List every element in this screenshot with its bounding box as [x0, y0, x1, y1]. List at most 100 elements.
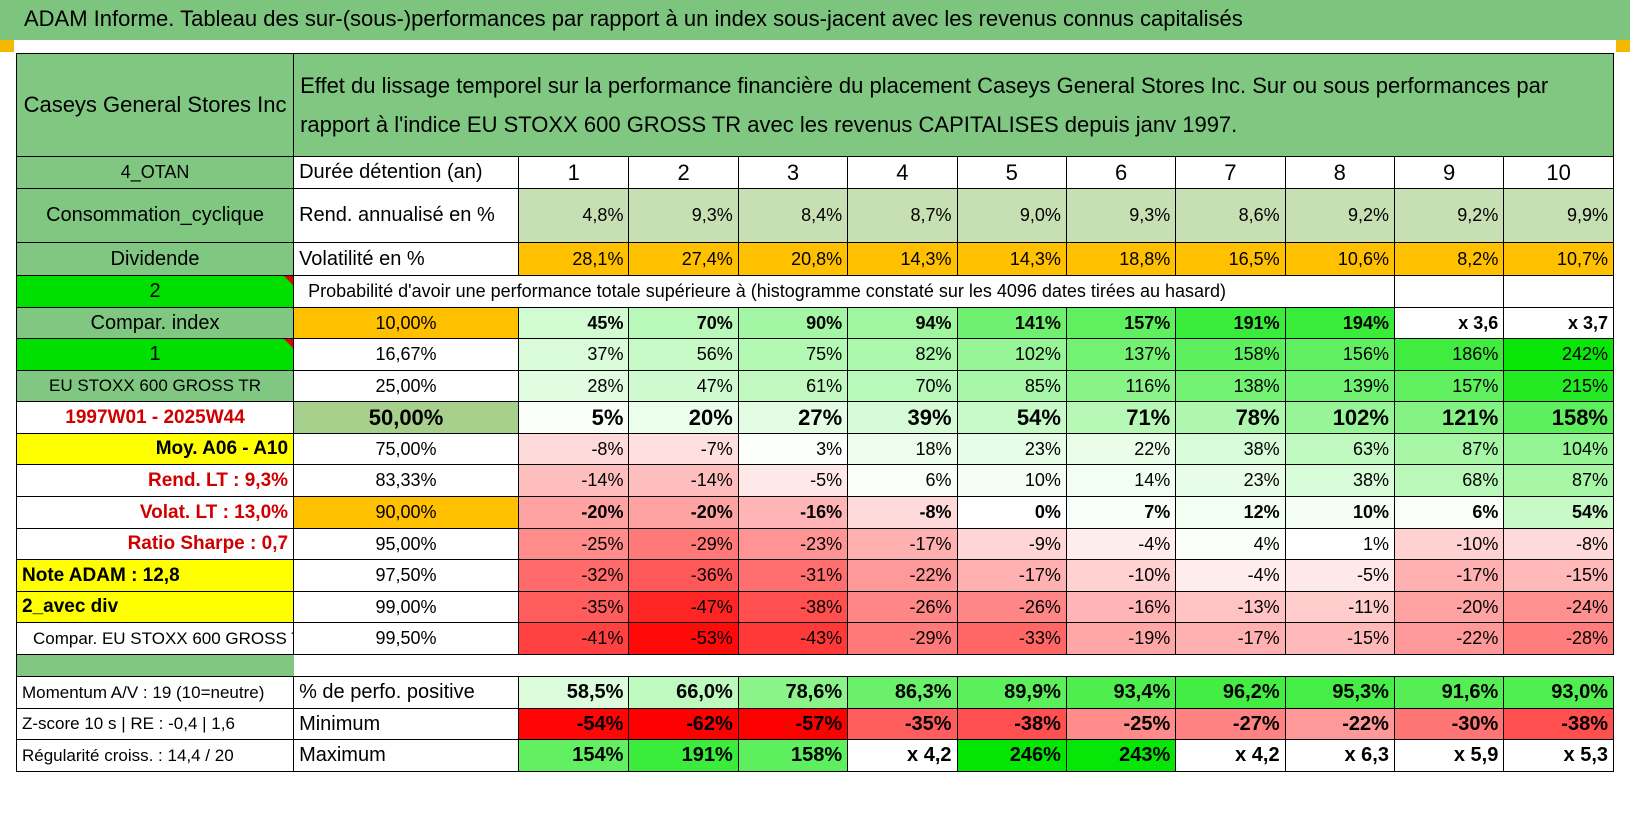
quantile-cell: -10%	[1065, 559, 1177, 592]
quantile-cell: 242%	[1503, 338, 1614, 371]
quantile-cell: -32%	[518, 559, 630, 592]
selector-two[interactable]: 2	[15, 275, 295, 308]
quantile-cell: -11%	[1284, 591, 1395, 623]
dividend-label: Dividende	[15, 242, 295, 276]
quantile-cell: 38%	[1284, 464, 1395, 497]
quantile-cell: -16%	[1065, 591, 1177, 623]
quantile-cell: 0%	[956, 496, 1067, 529]
sharpe-label: Ratio Sharpe : 0,7	[15, 528, 295, 560]
maximum-cell: 158%	[737, 739, 849, 772]
corner-marker-left	[0, 40, 14, 52]
positive-cell: 93,0%	[1503, 676, 1614, 709]
quantile-cell: -25%	[518, 528, 630, 560]
quantile-row: EU STOXX 600 GROSS TR 25,00% 28% 47% 61% 70%…	[15, 370, 1614, 402]
quantile-cell: -31%	[737, 559, 849, 592]
return-cell: 4,8%	[518, 188, 630, 243]
year-cell: 3	[737, 156, 849, 189]
quantile-cell: 68%	[1393, 464, 1505, 497]
quantile-cell: -41%	[518, 622, 630, 655]
quantile-cell: 94%	[847, 307, 958, 339]
volatility-cell: 16,5%	[1175, 242, 1286, 276]
quantile-cell: 22%	[1065, 433, 1177, 465]
quantile-row: Compar. index 10,00% 45% 70% 90% 94% 141% 157%…	[15, 307, 1614, 339]
quantile-level: 95,00%	[293, 528, 520, 560]
quantile-cell: -5%	[737, 464, 849, 497]
quantile-cell: 121%	[1393, 401, 1505, 434]
quantile-cell: 158%	[1503, 401, 1614, 434]
quantile-row: Compar. EU STOXX 600 GROSS TR 99,50% -41%…	[15, 622, 1614, 655]
quantile-row: Rend. LT : 9,3% 83,33% -14% -14% -5% 6% 10% 14…	[15, 464, 1614, 497]
quantile-cell: -20%	[628, 496, 739, 529]
quantile-cell: -53%	[628, 622, 739, 655]
quantile-level: 50,00%	[293, 401, 520, 434]
quantile-cell: 85%	[956, 370, 1067, 402]
quantile-cell: 5%	[518, 401, 630, 434]
quantile-cell: 71%	[1065, 401, 1177, 434]
quantile-cell: 39%	[847, 401, 958, 434]
volatility-cell: 8,2%	[1393, 242, 1505, 276]
selector-one[interactable]: 1	[15, 338, 295, 371]
probability-caption: Probabilité d'avoir une performance tota…	[293, 275, 1395, 308]
quantile-cell: -17%	[1175, 622, 1286, 655]
momentum-label: Momentum A/V : 19 (10=neutre)	[15, 676, 295, 709]
year-cell: 10	[1503, 156, 1614, 189]
quantile-cell: -17%	[956, 559, 1067, 592]
maximum-cell: x 5,9	[1393, 739, 1505, 772]
quantile-cell: -8%	[1503, 528, 1614, 560]
quantile-cell: 56%	[628, 338, 739, 371]
quantile-cell: -20%	[1393, 591, 1505, 623]
positive-cell: 66,0%	[628, 676, 739, 709]
note-label: Note ADAM : 12,8	[15, 559, 295, 592]
quantile-cell: x 3,6	[1393, 307, 1505, 339]
duration-label: Durée détention (an)	[293, 156, 520, 189]
maximum-cell: 246%	[956, 739, 1067, 772]
positive-cell: 78,6%	[737, 676, 849, 709]
quantile-level: 99,50%	[293, 622, 520, 655]
year-cell: 6	[1065, 156, 1177, 189]
quantile-row: 2_avec div 99,00% -35% -47% -38% -26% -26% -16…	[15, 591, 1614, 623]
volatility-cell: 20,8%	[737, 242, 849, 276]
positive-cell: 96,2%	[1175, 676, 1286, 709]
quantile-cell: -26%	[847, 591, 958, 623]
quantile-cell: 186%	[1393, 338, 1505, 371]
quantile-cell: 61%	[737, 370, 849, 402]
volatility-cell: 10,6%	[1284, 242, 1395, 276]
quantile-cell: -5%	[1284, 559, 1395, 592]
positive-row: Momentum A/V : 19 (10=neutre) % de perfo…	[15, 676, 1614, 709]
quantile-cell: 157%	[1065, 307, 1177, 339]
quantile-level: 97,50%	[293, 559, 520, 592]
quantile-cell: 156%	[1284, 338, 1395, 371]
maximum-cell: 154%	[518, 739, 630, 772]
zscore-label: Z-score 10 s | RE : -0,4 | 1,6	[15, 708, 295, 740]
probability-header-row: 2 Probabilité d'avoir une performance to…	[15, 275, 1614, 308]
quantile-cell: -9%	[956, 528, 1067, 560]
performance-table: Caseys General Stores Inc Effet du lissa…	[15, 53, 1614, 772]
quantile-row: 1 16,67% 37% 56% 75% 82% 102% 137% 158% 156% 186%…	[15, 338, 1614, 371]
quantile-cell: 63%	[1284, 433, 1395, 465]
year-cell: 1	[518, 156, 630, 189]
year-cell: 9	[1393, 156, 1505, 189]
minimum-cell: -38%	[956, 708, 1067, 740]
minimum-cell: -54%	[518, 708, 630, 740]
rend-lt-label: Rend. LT : 9,3%	[15, 464, 295, 497]
return-cell: 9,2%	[1393, 188, 1505, 243]
quantile-level: 10,00%	[293, 307, 520, 339]
quantile-cell: -24%	[1503, 591, 1614, 623]
quantile-level: 83,33%	[293, 464, 520, 497]
quantile-cell: 87%	[1503, 464, 1614, 497]
year-cell: 5	[956, 156, 1067, 189]
quantile-cell: 54%	[956, 401, 1067, 434]
volatility-cell: 14,3%	[956, 242, 1067, 276]
volatility-row: Dividende Volatilité en % 28,1% 27,4% 20…	[15, 242, 1614, 276]
quantile-cell: 70%	[847, 370, 958, 402]
table-description: Effet du lissage temporel sur la perform…	[293, 53, 1614, 157]
return-cell: 9,0%	[956, 188, 1067, 243]
quantile-cell: -17%	[1393, 559, 1505, 592]
minimum-cell: -38%	[1503, 708, 1614, 740]
volat-lt-label: Volat. LT : 13,0%	[15, 496, 295, 529]
quantile-cell: 70%	[628, 307, 739, 339]
quantile-cell: 104%	[1503, 433, 1614, 465]
sector-label: Consommation_cyclique	[15, 188, 295, 243]
positive-cell: 95,3%	[1284, 676, 1395, 709]
quantile-cell: -38%	[737, 591, 849, 623]
